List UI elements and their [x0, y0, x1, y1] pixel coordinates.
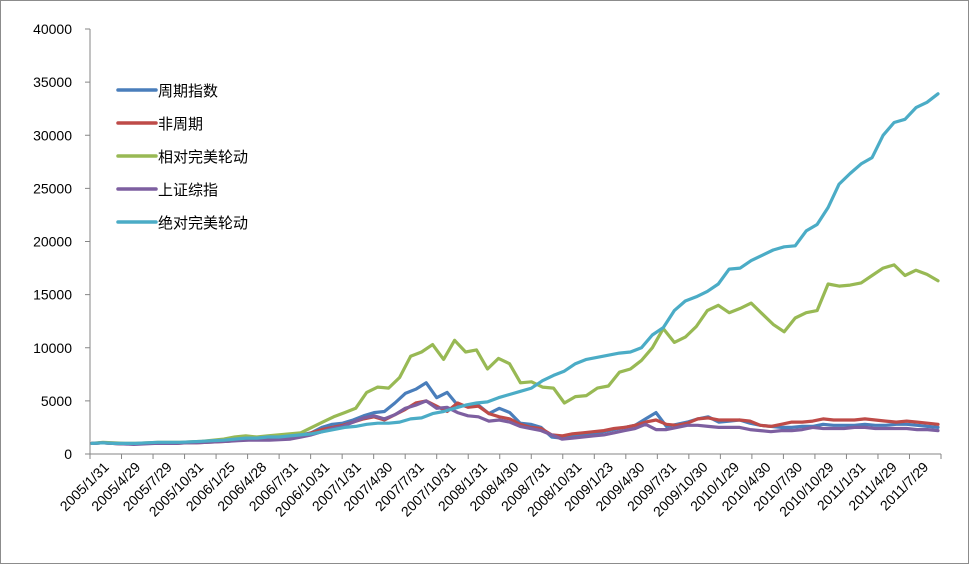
- y-tick-label: 10000: [33, 340, 72, 356]
- y-tick-label: 25000: [33, 180, 72, 196]
- y-tick-label: 35000: [33, 74, 72, 90]
- legend-label-2: 非周期: [158, 115, 203, 133]
- series-line-4: [90, 399, 940, 446]
- y-tick-label: 20000: [33, 234, 72, 250]
- legend-label-4: 上证综指: [158, 181, 218, 199]
- y-tick-label: 5000: [41, 393, 72, 409]
- y-tick-label: 30000: [33, 127, 72, 143]
- legend-label-1: 周期指数: [158, 82, 218, 100]
- series-line-5: [90, 92, 940, 445]
- x-axis-ticks: 2005/1/312005/4/292005/7/292005/10/31200…: [57, 454, 942, 520]
- series-line-2: [90, 399, 940, 446]
- legend-label-5: 绝对完美轮动: [158, 214, 248, 232]
- legend-label-3: 相对完美轮动: [158, 148, 248, 166]
- series-layer: [90, 92, 940, 446]
- series-line-3: [90, 263, 940, 445]
- y-tick-label: 40000: [33, 21, 72, 37]
- y-tick-label: 15000: [33, 287, 72, 303]
- y-tick-label: 0: [64, 446, 72, 462]
- y-axis-ticks: 0 5000 10000 15000 20000 25000 30000 35000 40000: [33, 21, 90, 462]
